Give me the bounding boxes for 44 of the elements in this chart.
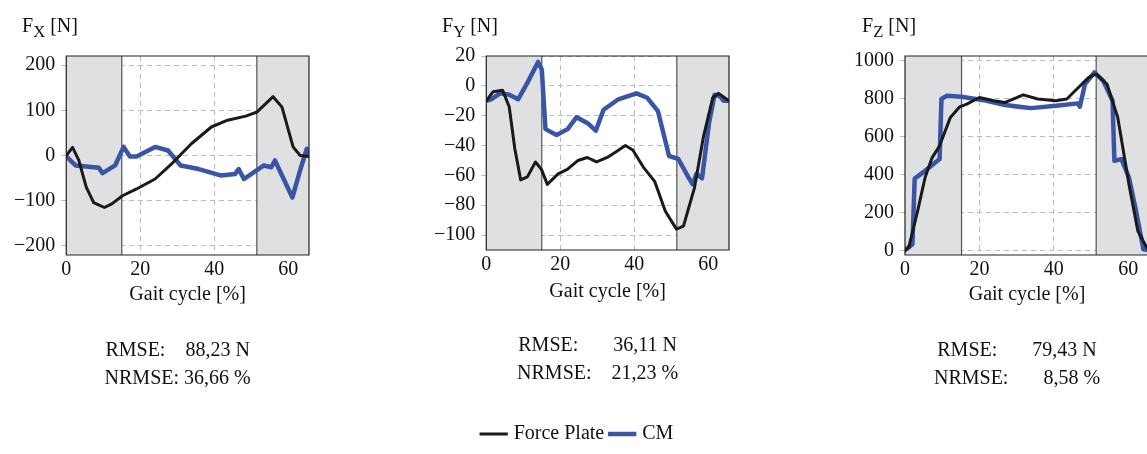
y-tick-label: 600: [864, 123, 894, 146]
y-tick-label: 0: [884, 237, 894, 260]
x-tick-label: 0: [900, 257, 910, 280]
y-tick-label: −20: [444, 102, 476, 125]
y-tick-label: 0: [45, 142, 56, 165]
chart-title: F$_{Y}$ [N]: [442, 14, 498, 42]
legend-label: Force Plate: [513, 421, 605, 444]
x-tick-label: 20: [969, 257, 990, 280]
y-tick-label: −80: [444, 192, 476, 215]
x-axis-title: Gait cycle [%]: [549, 279, 666, 303]
x-tick-label: 40: [1043, 257, 1064, 280]
y-tick-label: −100: [434, 222, 476, 245]
x-tick-label: 60: [1118, 257, 1139, 280]
text: NRMSE: 8,58 %: [933, 366, 1101, 388]
x-tick-label: 40: [624, 252, 645, 275]
y-tick-label: −40: [444, 132, 476, 155]
x-axis-title: Gait cycle [%]: [129, 282, 246, 306]
x-axis-title: Gait cycle [%]: [968, 282, 1086, 306]
y-tick-label: 20: [455, 43, 476, 66]
y-tick-label: −60: [444, 162, 476, 185]
chart-title: F$_{X}$ [N]: [22, 14, 78, 42]
x-tick-label: 40: [204, 257, 225, 280]
chart-title: F$_{Z}$ [N]: [862, 14, 917, 42]
text: RMSE: 79,43 N: [937, 338, 1097, 360]
y-tick-label: 200: [25, 52, 56, 75]
x-tick-label: 20: [550, 252, 571, 275]
x-tick-label: 0: [61, 257, 72, 280]
y-tick-label: 100: [25, 97, 56, 120]
y-tick-label: 800: [864, 85, 894, 108]
y-tick-label: 1000: [854, 47, 894, 70]
legend-label: CM: [642, 421, 674, 444]
text: NRMSE: 36,66 %: [104, 366, 251, 388]
y-tick-label: −200: [14, 233, 56, 256]
x-tick-label: 60: [278, 257, 299, 280]
y-tick-label: 200: [864, 199, 894, 222]
text: RMSE: 36,11 N: [518, 333, 678, 355]
y-tick-label: 0: [465, 73, 476, 96]
y-tick-label: 400: [864, 161, 894, 184]
y-tick-label: −100: [14, 187, 56, 210]
x-tick-label: 60: [698, 252, 719, 275]
x-tick-label: 20: [130, 257, 151, 280]
x-tick-label: 0: [481, 252, 492, 275]
text: NRMSE: 21,23 %: [517, 361, 679, 383]
text: RMSE: 88,23 N: [105, 338, 250, 360]
